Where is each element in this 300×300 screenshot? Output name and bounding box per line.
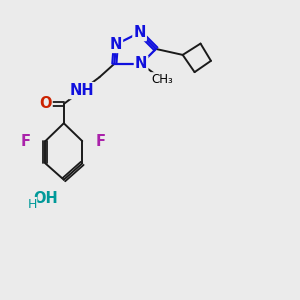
Text: O: O bbox=[39, 96, 52, 111]
Text: OH: OH bbox=[33, 191, 58, 206]
Text: CH₃: CH₃ bbox=[151, 73, 173, 86]
Text: N: N bbox=[134, 25, 146, 40]
Text: F: F bbox=[21, 134, 31, 148]
Text: H: H bbox=[27, 198, 37, 211]
Text: N: N bbox=[135, 56, 147, 71]
Text: NH: NH bbox=[69, 83, 94, 98]
Text: N: N bbox=[110, 37, 122, 52]
Text: F: F bbox=[96, 134, 106, 148]
